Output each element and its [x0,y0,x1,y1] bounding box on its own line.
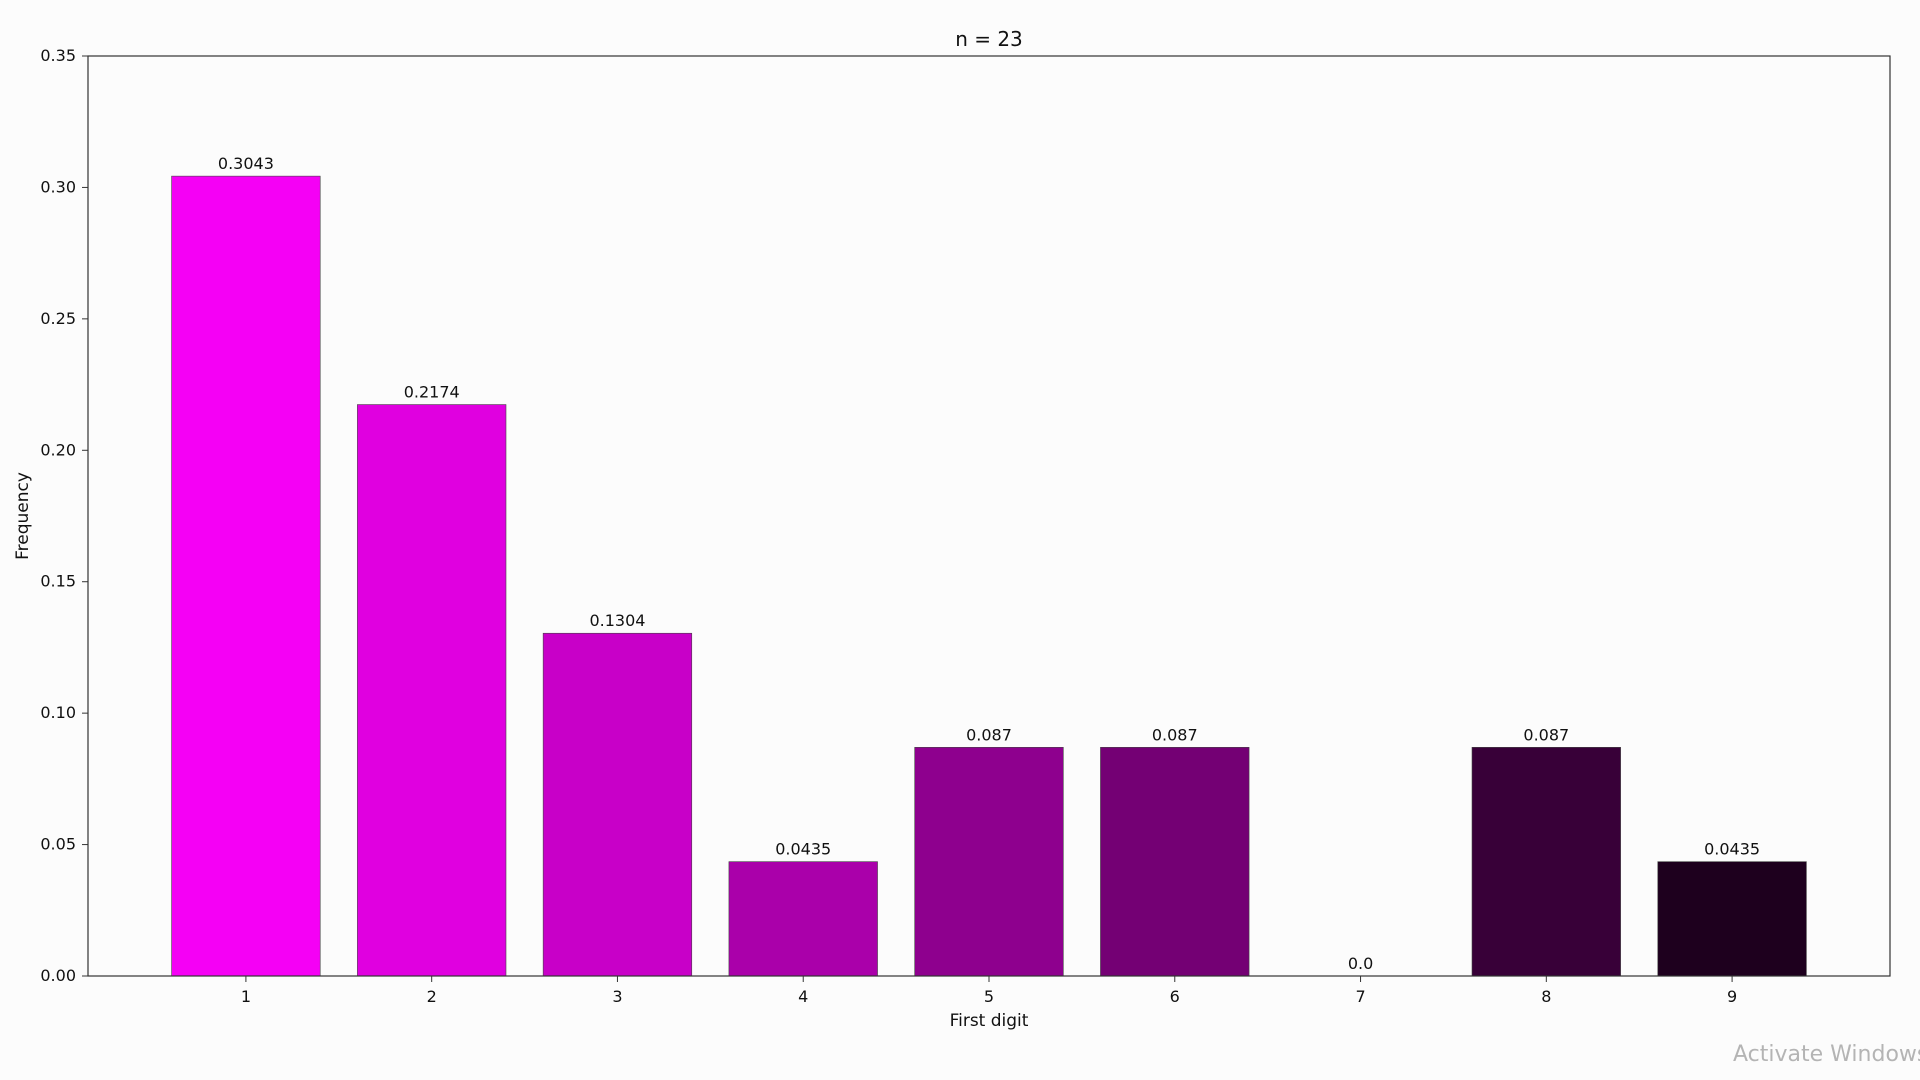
bar-2 [357,404,507,977]
y-axis-title: Frequency [13,472,33,560]
y-tick-label-1: 0.05 [40,835,76,854]
y-tick-label-5: 0.25 [40,309,76,328]
bars-layer [171,175,1807,977]
data-label-9: 0.0435 [1704,840,1760,859]
y-tick-label-4: 0.20 [40,440,76,459]
bar-4 [728,861,878,977]
bar-1 [171,175,321,977]
data-label-1: 0.3043 [218,154,274,173]
plot-frame [87,55,1891,977]
x-tick-label-7: 7 [1355,987,1365,1006]
chart-title: n = 23 [955,27,1023,51]
data-label-2: 0.2174 [404,383,460,402]
bar-8 [1471,747,1621,977]
data-label-5: 0.087 [966,725,1012,744]
x-tick-label-3: 3 [612,987,622,1006]
x-axis-ticks: 1 2 3 4 5 6 7 8 9 [241,976,1737,1006]
data-labels-layer: 0.3043 0.2174 0.1304 0.0435 0.087 0.087 0.0 0.0… [218,154,1760,973]
y-tick-label-6: 0.30 [40,177,76,196]
y-tick-label-2: 0.10 [40,703,76,722]
bar-6 [1100,747,1250,977]
data-label-3: 0.1304 [589,611,645,630]
x-tick-label-5: 5 [984,987,994,1006]
x-tick-label-8: 8 [1541,987,1551,1006]
x-tick-label-1: 1 [241,987,251,1006]
data-label-4: 0.0435 [775,840,831,859]
x-tick-label-4: 4 [798,987,808,1006]
x-tick-label-2: 2 [427,987,437,1006]
data-label-8: 0.087 [1523,725,1569,744]
y-tick-label-0: 0.00 [40,966,76,985]
y-tick-label-7: 0.35 [40,46,76,65]
data-label-7: 0.0 [1348,954,1373,973]
bar-9 [1657,861,1807,977]
y-axis-ticks: 0.00 0.05 0.10 0.15 0.20 0.25 0.30 0.35 [40,46,88,985]
data-label-6: 0.087 [1152,725,1198,744]
x-axis-title: First digit [950,1011,1029,1031]
activate-windows-watermark: Activate Windows [1733,1042,1920,1067]
y-tick-label-3: 0.15 [40,572,76,591]
bar-5 [914,747,1064,977]
x-tick-label-9: 9 [1727,987,1737,1006]
bar-3 [542,632,693,977]
x-tick-label-6: 6 [1170,987,1180,1006]
